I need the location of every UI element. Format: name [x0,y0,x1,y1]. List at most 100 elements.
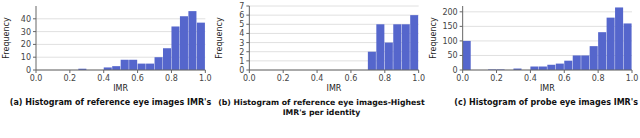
bar [121,60,129,70]
bar [547,65,555,70]
x-tick-label: 0.6 [558,74,571,83]
bar [155,57,163,70]
x-tick [283,70,284,73]
x-tick-label: 0.0 [456,74,469,83]
bar [530,67,538,70]
y-tick-label: 5 [239,20,244,29]
bar [556,64,564,70]
y-axis-label: Frequency [429,17,438,59]
grid-line [463,11,632,12]
panel: 0501001502000.00.20.40.60.81.0IMRFrequen… [429,6,639,107]
bar [163,48,171,70]
bar [146,64,154,70]
bar [180,16,188,70]
x-tick-label: 0.4 [97,74,110,83]
y-tick-label: 40 [21,15,31,24]
x-tick-label: 0.2 [63,74,76,83]
y-axis-label: Frequency [215,17,224,59]
bar [539,67,547,70]
grid-line [36,70,205,71]
bar [385,43,393,70]
x-tick [530,70,531,73]
y-tick-label: 1 [239,57,244,66]
y-tick-label: 150 [442,22,457,31]
bar [463,41,471,70]
y-tick-label: 20 [21,40,31,49]
bar [598,32,606,70]
x-tick-label: 0.8 [165,74,178,83]
x-axis-label: IMR [113,84,128,93]
caption: (a) Histogram of reference eye images IM… [10,98,212,107]
x-axis-label: IMR [540,84,555,93]
chart-root: 0102030400.00.20.40.60.81.0IMRFrequency(… [0,0,640,138]
bar [112,66,120,70]
y-axis-line [462,6,463,70]
y-axis-label: Frequency [2,17,11,59]
x-tick [249,70,250,73]
bar [624,23,632,70]
y-tick-label: 30 [21,28,31,37]
x-tick [171,70,172,73]
panel: 0102030400.00.20.40.60.81.0IMRFrequency(… [2,6,212,107]
bar [393,24,401,70]
y-tick-label: 6 [239,11,244,20]
y-axis-line [249,6,250,70]
bar [410,15,418,70]
x-tick [632,70,633,73]
x-tick-label: 0.6 [345,74,358,83]
bar [615,7,623,70]
y-tick-label: 10 [21,53,31,62]
x-tick-label: 0.8 [378,74,391,83]
x-tick [205,70,206,73]
bar [171,26,179,70]
bar [590,46,598,70]
x-axis-line [249,70,418,71]
grid-line [249,70,418,71]
x-tick-label: 1.0 [626,74,639,83]
x-tick [69,70,70,73]
x-tick-label: 0.4 [524,74,537,83]
grid-line [463,70,632,71]
y-tick-label: 7 [239,2,244,11]
x-tick [418,70,419,73]
bars [78,11,205,70]
x-axis-line [463,70,632,71]
y-tick-label: 100 [442,37,457,46]
bar [564,61,572,70]
bar [581,55,589,70]
caption: (b) Histogram of reference eye images-Hi… [218,98,425,117]
x-tick [496,70,497,73]
x-tick [103,70,104,73]
x-axis-label: IMR [327,84,342,93]
bar [402,24,410,70]
x-tick [317,70,318,73]
x-tick-label: 0.2 [277,74,290,83]
x-tick [384,70,385,73]
y-tick-label: 4 [239,29,244,38]
x-tick [598,70,599,73]
x-tick-label: 0.0 [243,74,256,83]
x-tick-label: 0.4 [311,74,324,83]
bar [138,64,146,70]
y-tick-label: 50 [447,51,457,60]
x-tick [462,70,463,73]
panel: 012345670.00.20.40.60.81.0IMRFrequency(b… [215,2,425,117]
bar [376,24,384,70]
x-tick [36,70,37,73]
bar [607,18,615,70]
grid-line [249,6,418,7]
y-tick-label: 200 [442,8,457,17]
bar [197,23,205,70]
grid-line [249,15,418,16]
x-tick-label: 0.8 [592,74,605,83]
bar [129,60,137,70]
y-tick-label: 2 [239,48,244,57]
bar [368,52,376,70]
x-tick-label: 0.0 [30,74,43,83]
y-tick-label: 3 [239,39,244,48]
x-tick-label: 1.0 [412,74,425,83]
bars [463,7,632,70]
bar [573,55,581,70]
bars [368,15,418,70]
x-tick-label: 0.6 [131,74,144,83]
